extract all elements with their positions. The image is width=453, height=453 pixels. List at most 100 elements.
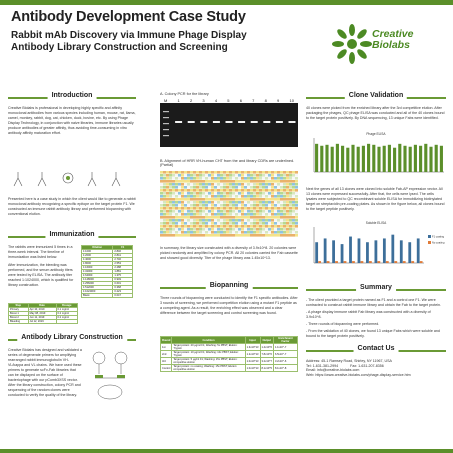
- alignment-cell: [283, 210, 286, 213]
- alignment-cell: [223, 234, 226, 237]
- alignment-cell: [280, 216, 283, 219]
- immunization-table-row: Primary Apr 10, 2019 0.1 mg/ml: [8, 307, 78, 312]
- alignment-cell: [160, 192, 163, 195]
- alignment-cell: [187, 210, 190, 213]
- chart1-bar: [408, 146, 412, 172]
- alignment-cell: [295, 180, 298, 183]
- alignment-cell: [190, 192, 193, 195]
- alignment-cell: [178, 213, 181, 216]
- alignment-cell: [202, 180, 205, 183]
- alignment-cell: [172, 171, 175, 174]
- alignment-cell: [241, 219, 244, 222]
- immunization-table-cell: [55, 319, 78, 324]
- chart1-bar: [434, 144, 438, 172]
- alignment-cell: [202, 204, 205, 207]
- alignment-cell: [175, 174, 178, 177]
- alignment-cell: [202, 222, 205, 225]
- alignment-cell: [229, 174, 232, 177]
- alignment-cell: [295, 228, 298, 231]
- contact-email[interactable]: Email: info@creative-biolabs.com: [306, 368, 360, 372]
- alignment-cell: [232, 213, 235, 216]
- alignment-cell: [190, 219, 193, 222]
- alignment-cell: [214, 207, 217, 210]
- alignment-cell: [172, 186, 175, 189]
- alignment-cell: [172, 183, 175, 186]
- alignment-cell: [169, 174, 172, 177]
- alignment-cell: [259, 231, 262, 234]
- alignment-cell: [172, 195, 175, 198]
- alignment-cell: [289, 183, 292, 186]
- alignment-cell: [187, 222, 190, 225]
- alignment-cell: [235, 225, 238, 228]
- biopanning-table-cell: 1st: [159, 343, 173, 351]
- alignment-cell: [181, 195, 184, 198]
- alignment-cell: [277, 216, 280, 219]
- alignment-cell: [256, 186, 259, 189]
- alignment-cell: [208, 204, 211, 207]
- alignment-cell: [226, 234, 229, 237]
- alignment-cell: [292, 189, 295, 192]
- biopanning-table-cell: Target protein: 5 µg/ml F1; Washing: 15x…: [171, 357, 246, 365]
- alignment-cell: [289, 234, 292, 237]
- alignment-cell: [271, 195, 274, 198]
- alignment-cell: [223, 204, 226, 207]
- alignment-cell: [190, 207, 193, 210]
- alignment-cell: [271, 174, 274, 177]
- alignment-cell: [253, 192, 256, 195]
- alignment-cell: [259, 216, 262, 219]
- alignment-cell: [262, 183, 265, 186]
- alignment-cell: [184, 234, 187, 237]
- library-construction-heading: Antibody Library Construction: [8, 334, 136, 344]
- alignment-cell: [229, 228, 232, 231]
- alignment-cell: [196, 180, 199, 183]
- alignment-cell: [286, 207, 289, 210]
- alignment-cell: [205, 189, 208, 192]
- alignment-cell: [280, 231, 283, 234]
- alignment-cell: [175, 210, 178, 213]
- alignment-cell: [187, 204, 190, 207]
- alignment-cell: [214, 204, 217, 207]
- alignment-cell: [262, 222, 265, 225]
- alignment-cell: [187, 192, 190, 195]
- chart1-bar: [419, 145, 423, 172]
- alignment-cell: [250, 228, 253, 231]
- summary-item: - A phage display immune rabbit Fab libr…: [306, 310, 431, 319]
- alignment-cell: [205, 186, 208, 189]
- alignment-cell: [262, 201, 265, 204]
- chart2-f1-bar: [366, 242, 369, 263]
- titer-table-cell: 0.047: [112, 293, 133, 298]
- alignment-cell: [202, 213, 205, 216]
- alignment-cell: [208, 231, 211, 234]
- alignment-cell: [277, 171, 280, 174]
- alignment-cell: [238, 198, 241, 201]
- alignment-cell: [262, 171, 265, 174]
- chart2-f1-bar: [332, 240, 335, 263]
- alignment-cell: [235, 183, 238, 186]
- alignment-cell: [187, 174, 190, 177]
- alignment-cell: [262, 207, 265, 210]
- alignment-cell: [280, 198, 283, 201]
- alignment-cell: [208, 210, 211, 213]
- chart2-f1-bar: [408, 242, 412, 263]
- alignment-cell: [199, 231, 202, 234]
- gel-lane-label: 5: [227, 98, 230, 103]
- alignment-cell: [235, 234, 238, 237]
- contact-web[interactable]: Web: https://www.creative-biolabs.com/ph…: [306, 372, 411, 377]
- alignment-cell: [217, 219, 220, 222]
- alignment-cell: [247, 177, 250, 180]
- alignment-cell: [166, 204, 169, 207]
- alignment-cell: [193, 234, 196, 237]
- gel-panel-label: A. Colony PCR for the library: [160, 92, 209, 96]
- alignment-cell: [280, 189, 283, 192]
- alignment-cell: [223, 201, 226, 204]
- biopanning-table-row: Control Target protein: no coating; Washi…: [159, 364, 299, 372]
- alignment-cell: [274, 213, 277, 216]
- alignment-cell: [202, 219, 205, 222]
- gel-lane-label: 9: [277, 98, 280, 103]
- biopanning-table-row: 1st Target protein: 20 µg/ml F1; Washing:…: [159, 343, 299, 351]
- alignment-cell: [199, 189, 202, 192]
- chart1-bar: [439, 145, 443, 172]
- alignment-cell: [271, 219, 274, 222]
- alignment-cell: [175, 186, 178, 189]
- alignment-cell: [253, 207, 256, 210]
